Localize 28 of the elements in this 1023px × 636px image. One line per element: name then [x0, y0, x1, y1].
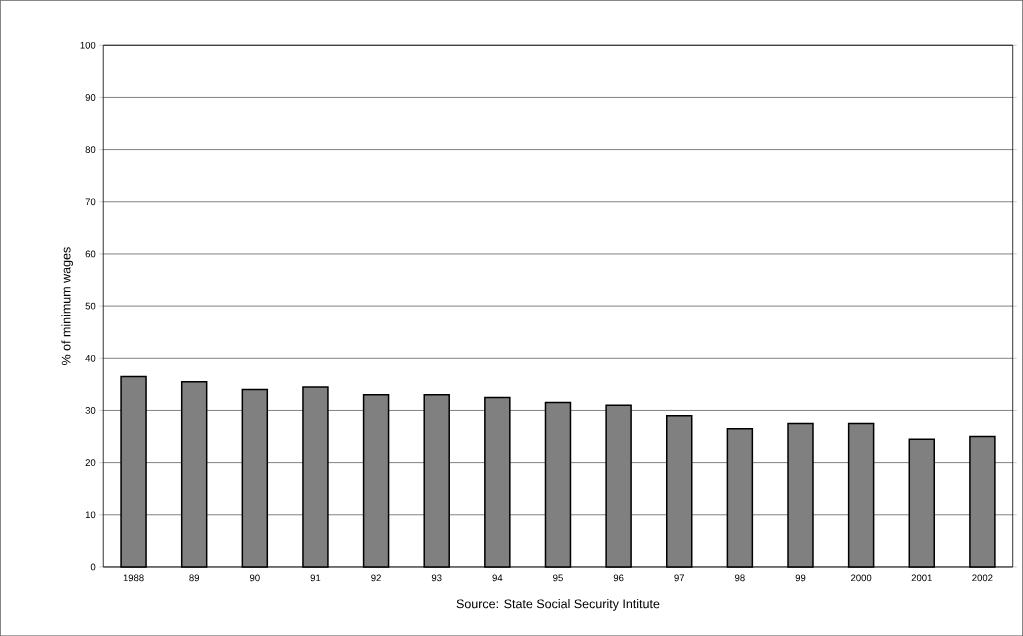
x-tick-label: 95 [553, 574, 563, 582]
x-tick-label: 89 [189, 574, 200, 582]
y-tick-label: 0 [90, 563, 96, 571]
x-tick-label: 94 [492, 574, 503, 582]
x-tick-label: 90 [249, 574, 260, 582]
x-tick-label: 92 [371, 574, 381, 582]
y-tick-label: 50 [85, 302, 96, 310]
y-tick-label: 70 [85, 198, 96, 206]
x-tick-label: 91 [310, 574, 321, 582]
y-tick-label: 100 [80, 41, 96, 49]
y-tick-label: 20 [85, 459, 96, 466]
x-tick-label: 93 [431, 574, 442, 582]
x-tick-label: 98 [735, 574, 745, 582]
x-tick-label: 97 [674, 574, 685, 582]
x-axis-title: Source: State Social Security Intitute [456, 598, 660, 611]
x-tick-label: 96 [613, 574, 624, 582]
y-tick-label: 40 [85, 354, 96, 362]
y-tick-label: 90 [85, 93, 96, 101]
y-tick-label: 80 [85, 146, 96, 153]
x-tick-label: 2001 [911, 574, 932, 582]
x-tick-label: 2002 [972, 574, 993, 582]
x-tick-label: 1988 [123, 574, 144, 582]
x-tick-label: 99 [795, 574, 806, 582]
y-tick-label: 60 [85, 250, 96, 258]
x-tick-label: 2000 [851, 574, 872, 582]
y-axis-title: % of minimum wages [61, 247, 73, 365]
y-tick-label: 10 [85, 511, 96, 519]
y-tick-label: 30 [85, 406, 96, 414]
